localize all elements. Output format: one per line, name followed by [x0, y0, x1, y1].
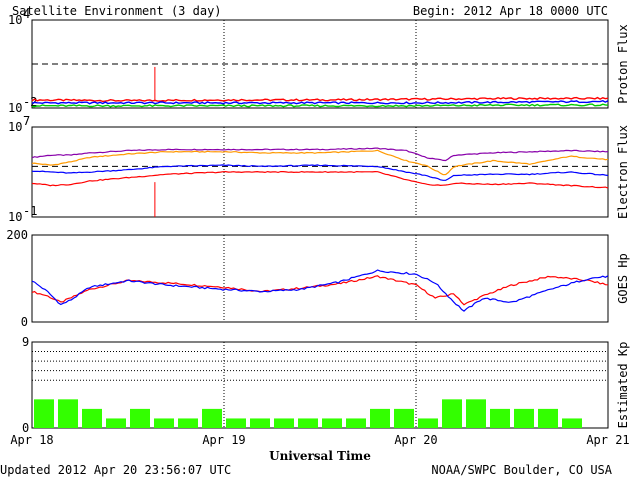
ytick-label-3-1: 0 [22, 421, 29, 435]
series-line-1-1 [31, 149, 609, 176]
series-line-1-3 [31, 170, 609, 189]
ytick-base-0-1: 10 [8, 101, 22, 115]
ylabel-panel-2: GOES Hp [616, 253, 630, 304]
ytick-exp-1-1: -1 [23, 204, 37, 218]
chart-title: Satellite Environment (3 day) [12, 4, 222, 18]
kp-bar-21 [538, 408, 558, 428]
panel-frame-2 [31, 234, 609, 323]
ytick-label-0-0: 10 4 [8, 7, 30, 27]
kp-bar-13 [346, 418, 366, 428]
kp-bar-12 [322, 418, 342, 428]
ytick-exp-1-0: 7 [23, 114, 30, 128]
series-line-2-1 [31, 269, 609, 312]
xtick-label-0: Apr 18 [10, 433, 53, 447]
ytick-exp-0-0: 4 [23, 7, 30, 21]
ytick-label-1-0: 10 7 [8, 114, 30, 134]
series-line-1-2 [31, 164, 609, 181]
kp-bar-7 [202, 408, 222, 428]
xtick-label-2: Apr 20 [394, 433, 437, 447]
ytick-base-1-0: 10 [8, 120, 22, 134]
credit-text: NOAA/SWPC Boulder, CO USA [431, 463, 612, 477]
kp-bar-4 [130, 408, 150, 428]
kp-bar-10 [274, 418, 294, 428]
ytick-label-1-1: 10 -1 [8, 204, 37, 224]
ylabel-panel-1: Electron Flux [616, 125, 630, 219]
series-line-0-2 [31, 103, 609, 108]
ytick-exp-0-1: -2 [23, 95, 37, 109]
kp-bar-0 [34, 399, 54, 428]
ytick-base-0-0: 10 [8, 13, 22, 27]
kp-bar-19 [490, 408, 510, 428]
x-axis-title: Universal Time [269, 449, 371, 463]
ytick-label-2-0: 200 [6, 228, 28, 242]
kp-bar-8 [226, 418, 246, 428]
ytick-label-0-1: 10 -2 [8, 95, 37, 115]
xtick-label-3: Apr 21 [586, 433, 629, 447]
kp-bar-5 [154, 418, 174, 428]
ytick-base-1-1: 10 [8, 210, 22, 224]
kp-bar-2 [82, 408, 102, 428]
kp-bar-9 [250, 418, 270, 428]
kp-bar-6 [178, 418, 198, 428]
series-line-0-1 [31, 99, 609, 105]
ytick-label-2-1: 0 [21, 315, 28, 329]
kp-bar-22 [562, 418, 582, 428]
kp-bar-20 [514, 408, 534, 428]
panel-frame-0 [31, 19, 609, 109]
panel-frame-3 [31, 341, 609, 429]
ylabel-panel-3: Estimated Kp [616, 342, 630, 429]
kp-bar-14 [370, 408, 390, 428]
begin-time: Begin: 2012 Apr 18 0000 UTC [413, 4, 608, 18]
xtick-label-1: Apr 19 [202, 433, 245, 447]
kp-bar-18 [466, 399, 486, 428]
ylabel-panel-0: Proton Flux [616, 24, 630, 103]
ytick-label-3-0: 9 [22, 335, 29, 349]
kp-bar-15 [394, 408, 414, 428]
kp-bar-3 [106, 418, 126, 428]
updated-timestamp: Updated 2012 Apr 20 23:56:07 UTC [0, 463, 231, 477]
kp-bar-17 [442, 399, 462, 428]
kp-bar-1 [58, 399, 78, 428]
kp-bar-16 [418, 418, 438, 428]
kp-bar-11 [298, 418, 318, 428]
series-line-0-0 [31, 96, 609, 103]
series-line-1-0 [31, 147, 609, 162]
